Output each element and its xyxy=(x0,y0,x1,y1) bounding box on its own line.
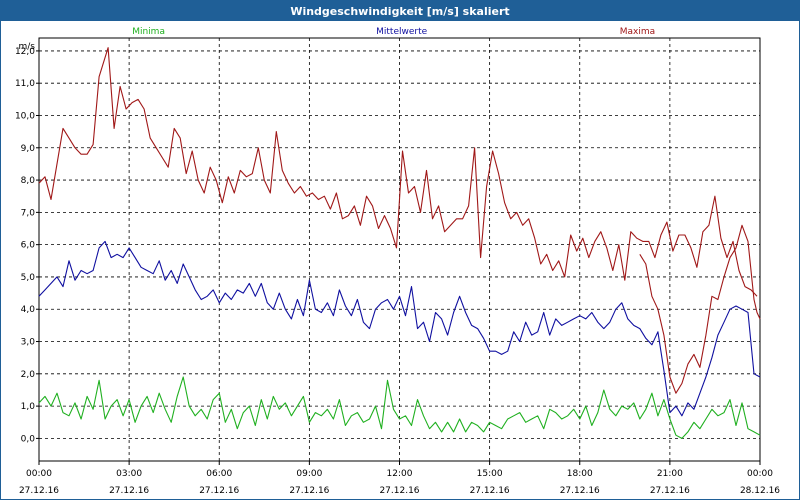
wind-speed-chart: 0,0 1,0 2,0 3,0 4,0 5,0 6,0 7,0 8,0 9,0 10,0 11,0 12… xyxy=(15,27,780,496)
x-tick-date: 27.12.16 xyxy=(650,486,690,496)
series-line-mittelwerte xyxy=(38,240,761,417)
x-tick-date: 27.12.16 xyxy=(289,486,329,496)
series-line-maxima-2 xyxy=(639,224,761,394)
y-tick-label: 12,0 xyxy=(15,47,35,57)
chart-title: Windgeschwindigkeit [m/s] skaliert xyxy=(1,1,799,21)
x-tick-time: 03:00 xyxy=(116,469,142,479)
y-tick-label: 10,0 xyxy=(15,111,35,121)
y-tick-label: 7,0 xyxy=(21,208,36,218)
y-axis-label: m/s xyxy=(19,42,36,52)
x-tick-time: 21:00 xyxy=(657,469,683,479)
legend-maxima: Maxima xyxy=(620,27,655,37)
y-tick-label: 6,0 xyxy=(21,241,36,251)
x-tick-time: 06:00 xyxy=(206,469,232,479)
y-tick-label: 11,0 xyxy=(15,79,35,89)
x-tick-date: 28.12.16 xyxy=(740,486,780,496)
x-tick-date: 27.12.16 xyxy=(19,486,59,496)
y-tick-label: 1,0 xyxy=(21,402,36,412)
x-tick-time: 18:00 xyxy=(567,469,593,479)
legend-minima: Minima xyxy=(132,27,165,37)
x-tick-date: 27.12.16 xyxy=(560,486,600,496)
x-tick-date: 27.12.16 xyxy=(199,486,239,496)
y-tick-label: 8,0 xyxy=(21,176,36,186)
y-tick-label: 4,0 xyxy=(21,305,36,315)
legend-mittelwerte: Mittelwerte xyxy=(376,27,427,37)
x-tick-time: 12:00 xyxy=(387,469,413,479)
series-line-minima xyxy=(38,376,761,439)
y-tick-label: 5,0 xyxy=(21,273,36,283)
y-tick-label: 2,0 xyxy=(21,370,36,380)
x-tick-time: 00:00 xyxy=(26,469,52,479)
y-tick-label: 9,0 xyxy=(21,144,36,154)
x-tick-date: 27.12.16 xyxy=(109,486,149,496)
x-tick-date: 27.12.16 xyxy=(379,486,419,496)
series-line-maxima xyxy=(38,47,758,297)
x-tick-time: 15:00 xyxy=(477,469,503,479)
x-tick-time: 00:00 xyxy=(747,469,773,479)
y-tick-label: 3,0 xyxy=(21,338,36,348)
x-tick-date: 27.12.16 xyxy=(470,486,510,496)
x-tick-time: 09:00 xyxy=(296,469,322,479)
y-tick-label: 0,0 xyxy=(21,434,36,444)
